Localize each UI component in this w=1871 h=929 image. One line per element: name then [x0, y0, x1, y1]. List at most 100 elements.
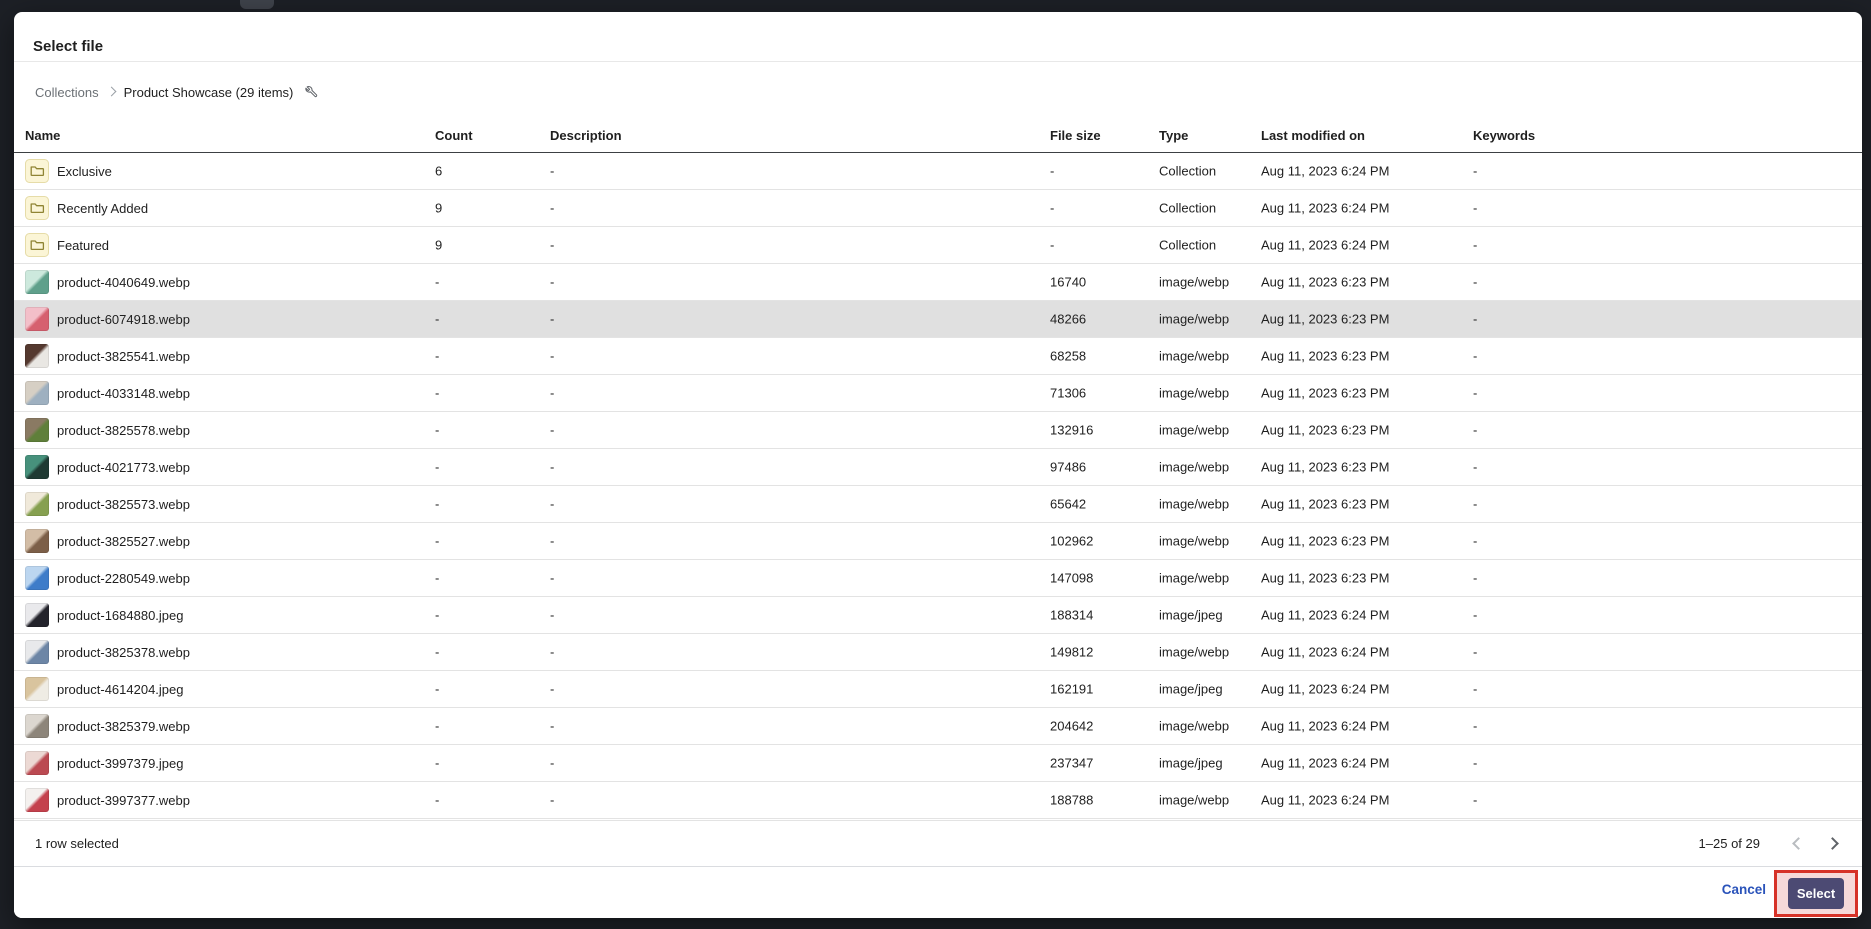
- file-name-cell: product-4033148.webp: [25, 381, 190, 405]
- breadcrumb-collections-link[interactable]: Collections: [35, 84, 99, 100]
- file-name-label: Featured: [57, 237, 110, 253]
- description-cell: -: [550, 681, 555, 697]
- image-thumbnail: [25, 307, 49, 331]
- table-row[interactable]: product-3825527.webp - - 102962 image/webp Au…: [14, 523, 1862, 560]
- type-cell: image/webp: [1159, 533, 1230, 549]
- file-name-cell: product-3997377.webp: [25, 788, 190, 812]
- count-cell: -: [435, 385, 440, 401]
- previous-page-button[interactable]: [1782, 830, 1810, 858]
- pagination: 1–25 of 29: [1699, 830, 1848, 858]
- file-size-cell: -: [1050, 200, 1055, 216]
- image-thumbnail: [25, 751, 49, 775]
- last-modified-cell: Aug 11, 2023 6:23 PM: [1261, 570, 1390, 586]
- last-modified-cell: Aug 11, 2023 6:24 PM: [1261, 237, 1390, 253]
- table-row[interactable]: Exclusive 6 - - Collection Aug 11, 2023 6:24 …: [14, 153, 1862, 190]
- table-row[interactable]: product-2280549.webp - - 147098 image/webp Au…: [14, 560, 1862, 597]
- file-size-cell: 162191: [1050, 681, 1094, 697]
- type-cell: image/webp: [1159, 718, 1230, 734]
- table-row[interactable]: product-3825578.webp - - 132916 image/webp Au…: [14, 412, 1862, 449]
- pagination-range-label: 1–25 of 29: [1698, 836, 1760, 851]
- table-row[interactable]: product-3825541.webp - - 68258 image/webp Aug…: [14, 338, 1862, 375]
- keywords-cell: -: [1473, 274, 1478, 290]
- last-modified-cell: Aug 11, 2023 6:24 PM: [1261, 792, 1390, 808]
- chevron-right-icon: [106, 86, 117, 97]
- file-size-cell: 147098: [1050, 570, 1094, 586]
- wrench-icon[interactable]: [304, 85, 319, 100]
- count-cell: -: [435, 607, 440, 623]
- last-modified-cell: Aug 11, 2023 6:23 PM: [1261, 385, 1390, 401]
- folder-icon: [25, 196, 49, 220]
- cancel-button[interactable]: Cancel: [1721, 882, 1766, 897]
- file-name-cell: product-3825578.webp: [25, 418, 190, 442]
- count-cell: -: [435, 348, 440, 364]
- dialog-header: Select file: [14, 12, 1862, 62]
- dialog-title: Select file: [33, 38, 104, 55]
- file-size-cell: 204642: [1050, 718, 1094, 734]
- count-cell: -: [435, 570, 440, 586]
- keywords-cell: -: [1473, 348, 1478, 364]
- table-row[interactable]: product-3997377.webp - - 188788 image/webp Au…: [14, 782, 1862, 819]
- last-modified-cell: Aug 11, 2023 6:24 PM: [1261, 607, 1390, 623]
- table-row[interactable]: product-4040649.webp - - 16740 image/webp Aug…: [14, 264, 1862, 301]
- description-cell: -: [550, 607, 555, 623]
- file-name-label: product-3825573.webp: [57, 496, 190, 512]
- column-header-type: Type: [1159, 128, 1189, 143]
- table-row[interactable]: product-3997379.jpeg - - 237347 image/jpeg Au…: [14, 745, 1862, 782]
- background-ui-remnant: [240, 0, 274, 9]
- next-page-button[interactable]: [1820, 830, 1848, 858]
- file-size-cell: 48266: [1050, 311, 1087, 327]
- file-size-cell: 65642: [1050, 496, 1087, 512]
- last-modified-cell: Aug 11, 2023 6:24 PM: [1261, 644, 1390, 660]
- last-modified-cell: Aug 11, 2023 6:24 PM: [1261, 755, 1390, 771]
- image-thumbnail: [25, 714, 49, 738]
- file-size-cell: -: [1050, 237, 1055, 253]
- count-cell: 6: [435, 163, 443, 179]
- count-cell: 9: [435, 200, 443, 216]
- keywords-cell: -: [1473, 755, 1478, 771]
- table-row[interactable]: product-1684880.jpeg - - 188314 image/jpeg Au…: [14, 597, 1862, 634]
- table-row[interactable]: Recently Added 9 - - Collection Aug 11, 2023 …: [14, 190, 1862, 227]
- type-cell: image/webp: [1159, 348, 1230, 364]
- keywords-cell: -: [1473, 681, 1478, 697]
- file-size-cell: 132916: [1050, 422, 1094, 438]
- table-row[interactable]: product-4021773.webp - - 97486 image/webp Aug…: [14, 449, 1862, 486]
- file-size-cell: 149812: [1050, 644, 1094, 660]
- description-cell: -: [550, 644, 555, 660]
- description-cell: -: [550, 385, 555, 401]
- table-row[interactable]: product-3825573.webp - - 65642 image/webp Aug…: [14, 486, 1862, 523]
- table-row[interactable]: product-3825378.webp - - 149812 image/webp Au…: [14, 634, 1862, 671]
- image-thumbnail: [25, 788, 49, 812]
- file-name-label: product-2280549.webp: [57, 570, 190, 586]
- keywords-cell: -: [1473, 422, 1478, 438]
- image-thumbnail: [25, 455, 49, 479]
- column-header-count: Count: [435, 128, 473, 143]
- breadcrumb: Collections Product Showcase (29 items): [35, 80, 319, 104]
- last-modified-cell: Aug 11, 2023 6:23 PM: [1261, 274, 1390, 290]
- chevron-left-icon: [1791, 837, 1805, 850]
- select-button[interactable]: Select: [1788, 878, 1844, 909]
- column-header-description: Description: [550, 128, 622, 143]
- description-cell: -: [550, 792, 555, 808]
- file-name-cell: product-3825527.webp: [25, 529, 190, 553]
- keywords-cell: -: [1473, 718, 1478, 734]
- file-name-label: product-3997379.jpeg: [57, 755, 184, 771]
- description-cell: -: [550, 718, 555, 734]
- file-name-label: product-1684880.jpeg: [57, 607, 184, 623]
- column-header-name: Name: [25, 128, 61, 143]
- keywords-cell: -: [1473, 237, 1478, 253]
- table-row[interactable]: product-3825379.webp - - 204642 image/webp Au…: [14, 708, 1862, 745]
- last-modified-cell: Aug 11, 2023 6:23 PM: [1261, 311, 1390, 327]
- file-size-cell: 188788: [1050, 792, 1094, 808]
- column-header-keywords: Keywords: [1473, 128, 1536, 143]
- count-cell: 9: [435, 237, 443, 253]
- type-cell: Collection: [1159, 237, 1217, 253]
- table-row[interactable]: product-4614204.jpeg - - 162191 image/jpeg Au…: [14, 671, 1862, 708]
- table-row[interactable]: Featured 9 - - Collection Aug 11, 2023 6:24 P…: [14, 227, 1862, 264]
- file-size-cell: 68258: [1050, 348, 1087, 364]
- description-cell: -: [550, 422, 555, 438]
- keywords-cell: -: [1473, 607, 1478, 623]
- file-size-cell: 102962: [1050, 533, 1094, 549]
- table-row[interactable]: product-4033148.webp - - 71306 image/webp Aug…: [14, 375, 1862, 412]
- description-cell: -: [550, 237, 555, 253]
- table-row[interactable]: product-6074918.webp - - 48266 image/webp Aug…: [14, 301, 1862, 338]
